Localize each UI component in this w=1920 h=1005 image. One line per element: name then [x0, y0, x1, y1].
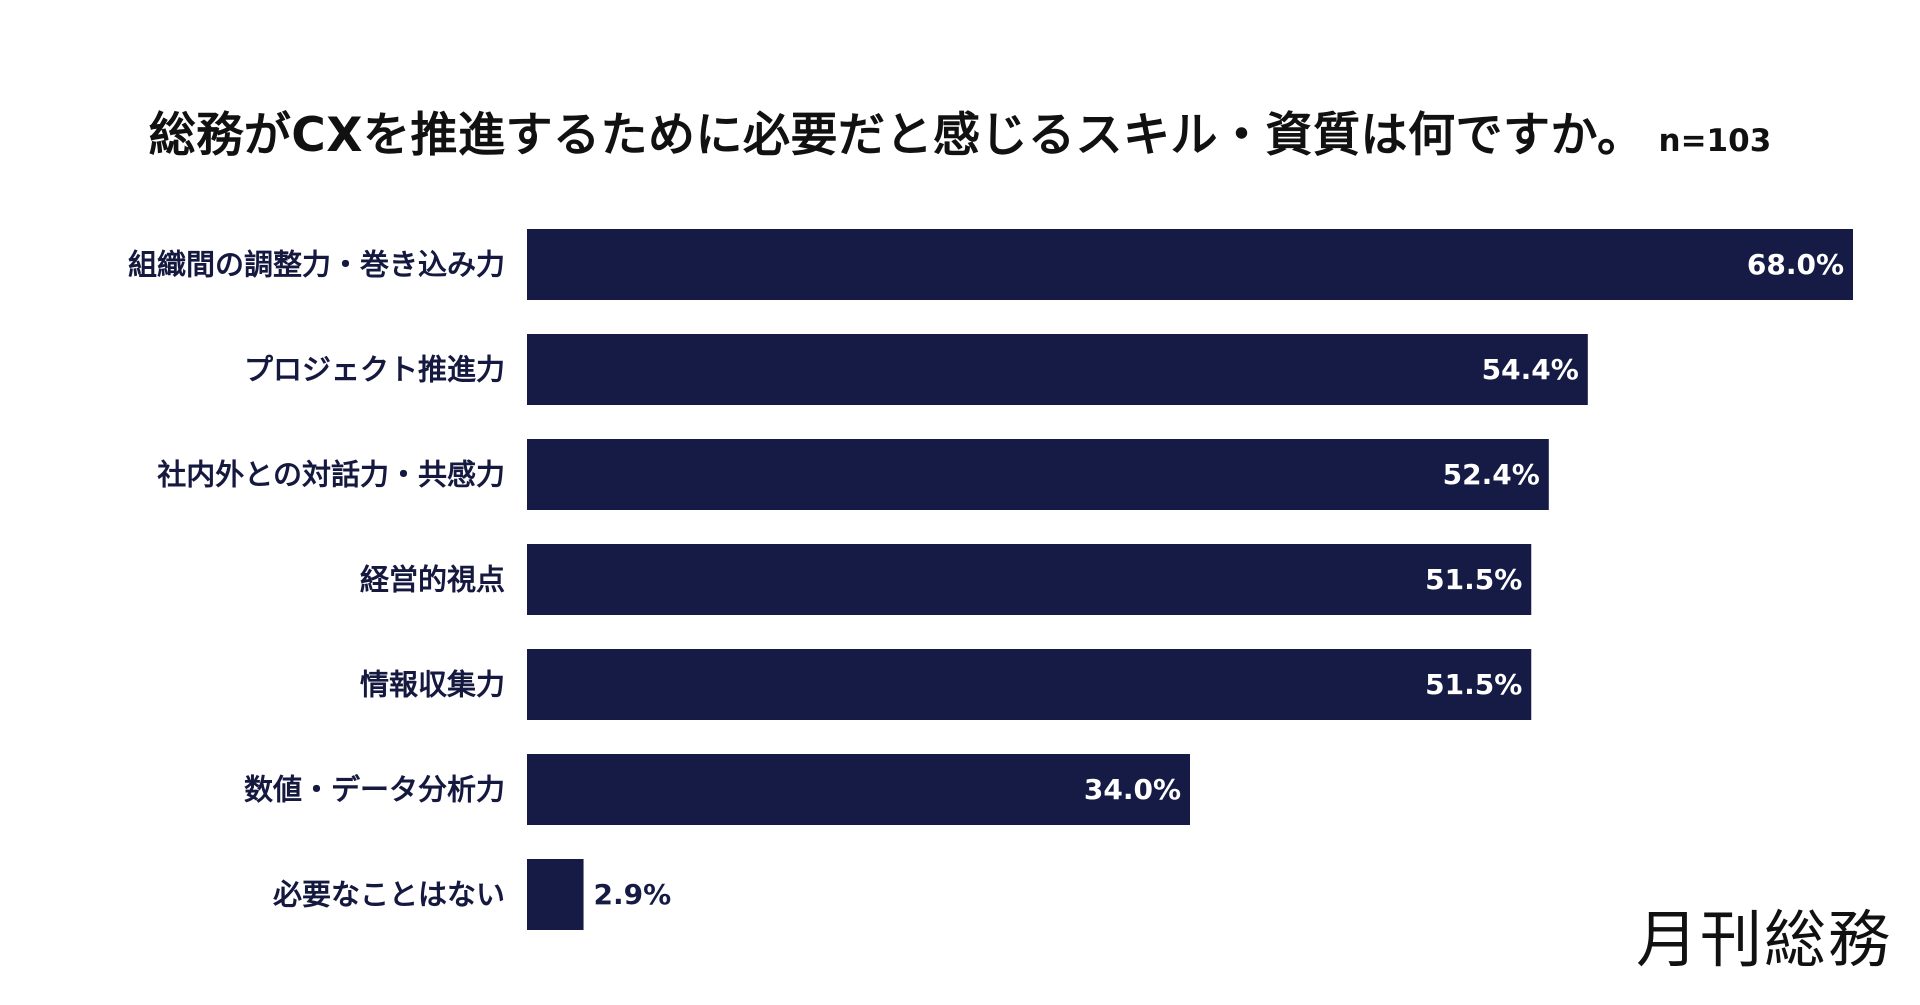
brand-logo: 月刊総務 — [1635, 903, 1892, 976]
category-label: 必要なことはない — [273, 878, 505, 912]
bar — [527, 754, 1190, 825]
value-label: 54.4% — [1482, 353, 1579, 386]
category-label: 経営的視点 — [360, 563, 505, 597]
category-label: プロジェクト推進力 — [244, 353, 505, 387]
value-label: 2.9% — [594, 878, 672, 911]
value-label: 52.4% — [1443, 458, 1540, 491]
category-label: 情報収集力 — [360, 668, 505, 702]
bar — [527, 334, 1588, 405]
value-label: 51.5% — [1425, 668, 1522, 701]
category-label: 組織間の調整力・巻き込み力 — [128, 248, 505, 282]
bar — [527, 544, 1532, 615]
sample-size: n=103 — [1658, 123, 1772, 159]
bar — [527, 229, 1853, 300]
chart-title: 総務がCXを推進するために必要だと感じるスキル・資質は何ですか。 — [148, 108, 1645, 163]
chart-title-row: 総務がCXを推進するために必要だと感じるスキル・資質は何ですか。 n=103 — [0, 96, 1920, 165]
category-label: 数値・データ分析力 — [244, 773, 505, 807]
value-label: 68.0% — [1747, 248, 1844, 281]
category-label: 社内外との対話力・共感力 — [157, 458, 505, 492]
value-label: 34.0% — [1084, 773, 1181, 806]
bar — [527, 649, 1532, 720]
value-label: 51.5% — [1425, 563, 1522, 596]
bar — [527, 439, 1549, 510]
bar — [527, 859, 584, 930]
